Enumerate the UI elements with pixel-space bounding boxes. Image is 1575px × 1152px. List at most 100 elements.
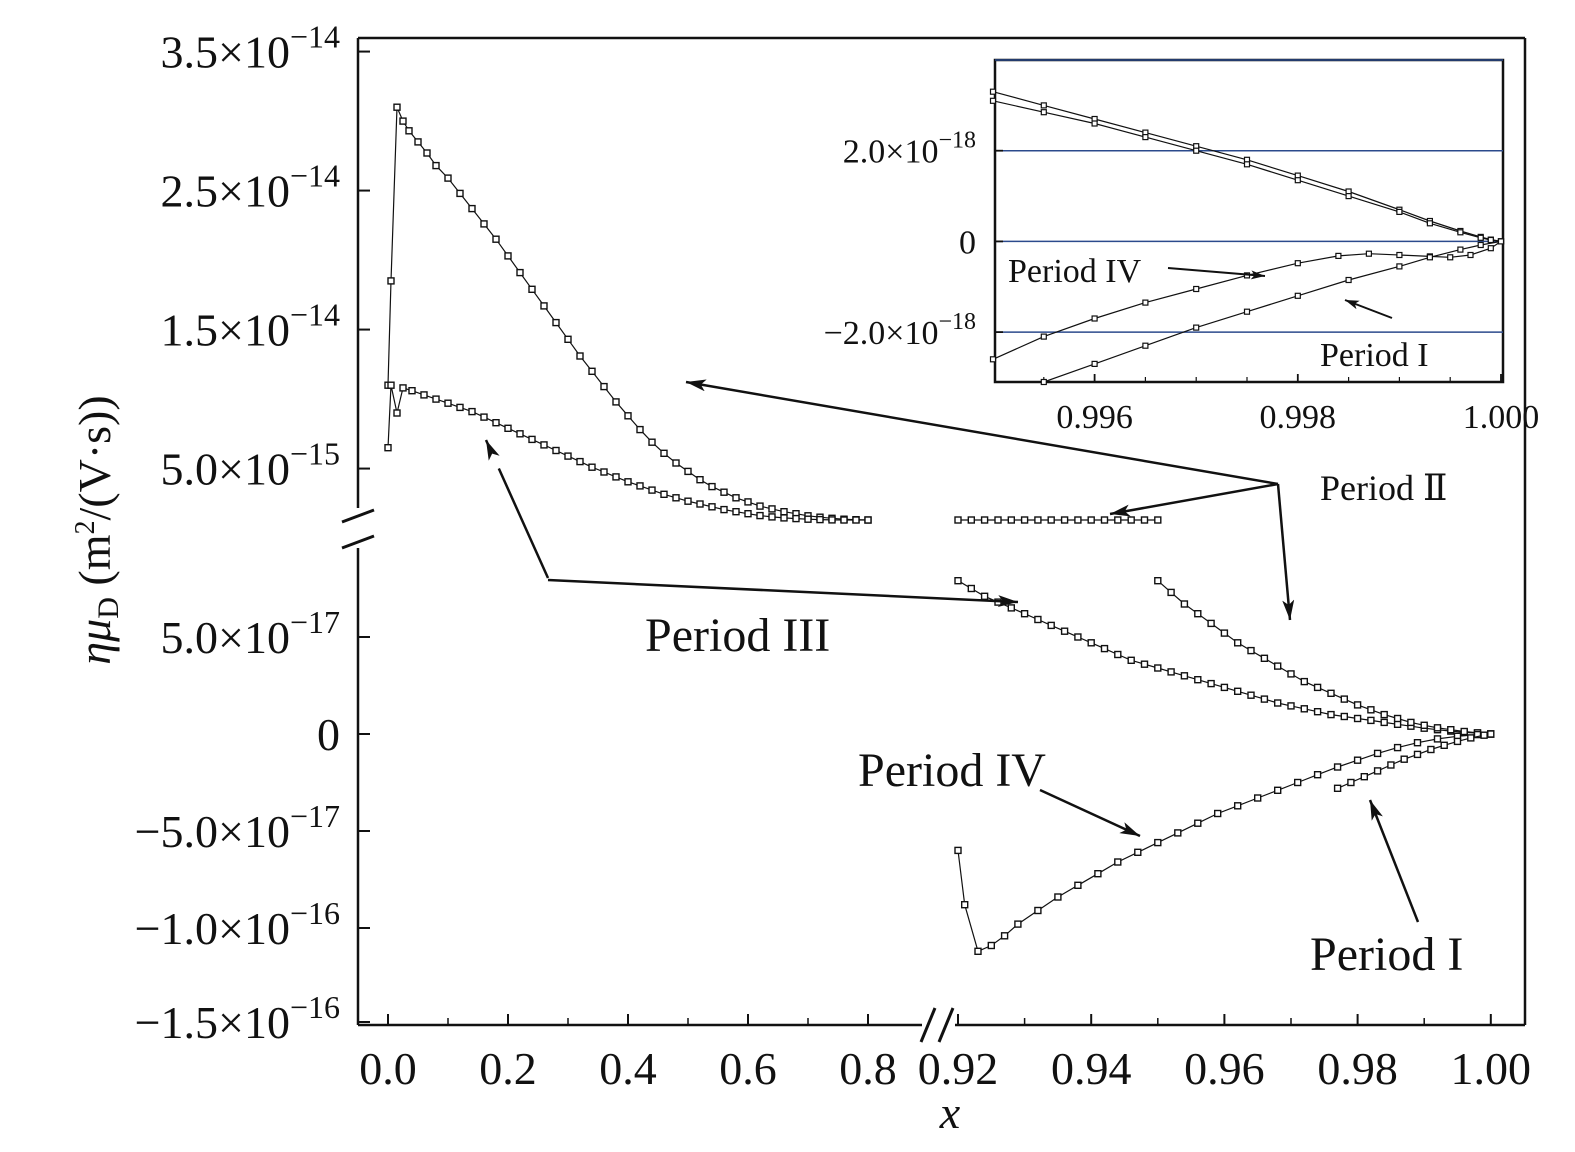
series-4-point-17 [1380,710,1388,719]
series-1-point-39 [828,516,836,524]
inset-y-tick-label-2: 2.0×10−18 [843,128,976,171]
label-period-ii: Period Ⅱ [1320,468,1447,508]
series-6-point-7 [1427,745,1435,754]
series-0-point-12 [492,235,500,243]
series-5-point-0 [954,846,962,855]
series-0-point-34 [756,502,764,510]
series-0-point-10 [468,204,476,213]
series-4-point-22 [1447,726,1455,734]
series-2-point-0 [954,516,962,524]
series-4 [1154,577,1495,738]
series-5 [954,730,1495,955]
inset-series-2-point-3 [1142,299,1149,306]
series-0-point-21 [600,382,608,391]
series-1-point-38 [816,515,824,524]
series-1-point-13 [516,430,524,438]
series-5-point-2 [974,947,982,955]
inset-arrow-period-i [1344,299,1393,319]
series-4-point-6 [1233,639,1242,647]
series-3-point-8 [1060,627,1069,635]
y-tick-label-3: 0 [317,709,340,760]
inset-series-2-point-2 [1091,315,1098,322]
series-2-point-3 [994,516,1002,524]
series-0-point-11 [480,220,488,228]
series-4-point-7 [1247,646,1255,655]
series-1-point-10 [480,413,488,421]
series-5-point-1 [961,901,969,909]
series-0-point-18 [564,335,572,343]
series-3-point-31 [1367,716,1375,725]
arrow-period-iii-up [484,439,550,579]
series-6-point-4 [1387,761,1395,769]
series-1-point-9 [468,407,476,416]
series-0-point-14 [516,268,524,277]
series-3-point-17 [1180,672,1189,680]
label-period-i: Period I [1310,928,1463,981]
series-6-point-5 [1400,755,1408,763]
series-0-point-15 [528,285,536,293]
inset-series-1-point-5 [1243,161,1251,168]
series-4-point-9 [1273,662,1282,670]
inset-series-2-point-6 [1294,260,1301,267]
x-tick-label-1: 0.2 [479,1043,537,1094]
series-5-point-23 [1373,749,1382,758]
series-3-point-16 [1167,668,1175,676]
series-6-point-1 [1347,778,1355,787]
inset-series-2-point-12 [1467,251,1474,259]
series-2-point-1 [967,516,975,524]
series-1-point-15 [540,441,548,449]
series-1-point-27 [684,497,692,505]
axis-ticks: 0.0 0.2 0.4 0.6 0.8 0.92 0.94 0.96 0.98 1.00 −1.5×… [135,19,1531,1094]
series-3-point-13 [1127,656,1135,664]
series-3-point-20 [1220,683,1229,692]
series-2-point-9 [1074,516,1082,524]
series-1-point-40 [840,516,848,524]
series-4-point-0 [1154,577,1162,585]
series-3-point-14 [1140,660,1149,668]
inset-x-tick-label-1: 0.998 [1260,399,1337,436]
series-0-point-31 [720,488,728,496]
series-5-point-9 [1094,870,1102,878]
series-1-point-26 [672,494,680,502]
inset-series-2-point-1 [1040,333,1047,340]
series-1-point-4 [408,387,416,395]
inset-frame [993,58,1505,384]
inset-series-1-point-1 [1040,109,1047,116]
series-3-line [957,580,1491,735]
series-2-point-10 [1087,516,1095,524]
series-1-point-20 [600,468,608,476]
inset-annotation-arrows [1167,267,1393,319]
series-0-point-5 [414,138,422,146]
arrow-period-ii-middle [1109,482,1279,517]
series-3-point-25 [1287,702,1295,710]
series-5-point-14 [1194,819,1202,827]
series-3-point-23 [1260,695,1269,703]
label-period-iv: Period IV [858,744,1046,797]
x-tick-label-5: 0.92 [918,1043,999,1094]
main-frame [356,36,1527,1027]
inset-series-0-point-1 [1040,102,1047,109]
x-tick-label-2: 0.4 [599,1043,657,1094]
inset-label-period-iv: Period IV [1008,253,1142,290]
series-2-point-15 [1154,516,1162,524]
series-3-point-12 [1114,650,1122,659]
x-axis-label: x [939,1087,961,1138]
series-3-point-19 [1207,679,1215,688]
inset-series-1-point-10 [1457,229,1464,236]
arrow-period-ii-lower [1276,483,1295,621]
x-tick-label-6: 0.94 [1051,1043,1132,1094]
inset-series-1-point-3 [1142,134,1149,141]
y-tick-label-7: 2.5×10−14 [161,158,341,217]
series-2-point-4 [1007,516,1015,524]
inset-series-1-point-12 [1487,236,1494,244]
inset-series-1-point-8 [1396,208,1403,215]
series-6 [1333,730,1495,792]
series-3-point-2 [980,592,989,600]
series-1-point-36 [792,514,800,523]
series-5-point-12 [1154,838,1162,847]
series-3-point-22 [1247,691,1255,699]
y-tick-label-6: 1.5×10−14 [161,297,341,356]
series-3-point-24 [1273,699,1282,707]
series-4-point-8 [1260,654,1269,662]
series-3-point-18 [1194,676,1202,684]
